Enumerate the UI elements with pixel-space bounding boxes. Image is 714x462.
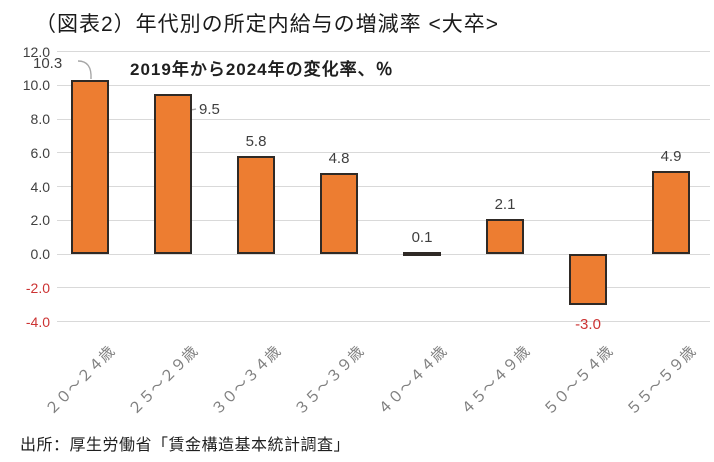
gridline <box>57 287 710 289</box>
bar-value-label: 2.1 <box>494 195 516 213</box>
bar-value-label: 4.8 <box>328 150 350 167</box>
bar-value-label: 10.3 <box>33 55 63 72</box>
bar-value-label: 5.8 <box>245 133 267 151</box>
bar-value-label: 4.9 <box>660 148 682 166</box>
gridline <box>57 321 710 322</box>
category-label: ２０～２４歳 <box>42 343 119 419</box>
bar-value-label: 9.5 <box>199 101 220 118</box>
y-axis-tick-label: 12.0 <box>22 43 50 60</box>
bar-2 <box>237 156 275 254</box>
gridline <box>57 186 710 187</box>
chart-subtitle: 2019年から2024年の変化率、％ <box>130 60 394 79</box>
bar-4 <box>403 252 441 256</box>
category-label: ３０～３４歳 <box>208 343 285 419</box>
bar-value-label: 0.1 <box>411 229 433 246</box>
bar-5 <box>486 218 524 254</box>
category-label: ２５～２９歳 <box>125 343 202 419</box>
gridline <box>57 219 710 221</box>
gridline <box>57 84 710 86</box>
category-label: ４５～４９歳 <box>457 343 534 419</box>
bar-7 <box>652 171 690 254</box>
category-label: ３５～３９歳 <box>291 343 368 419</box>
y-axis-tick-label: 0.0 <box>30 246 50 262</box>
bar-0 <box>71 80 109 254</box>
bar-value-label: -3.0 <box>575 315 601 333</box>
gridline <box>57 51 710 52</box>
y-axis-tick-label: 6.0 <box>30 144 50 161</box>
chart-title: （図表2）年代別の所定内給与の増減率 <大卒> <box>35 13 500 36</box>
bar-1 <box>154 93 192 254</box>
source-note: 出所：厚生労働省「賃金構造基本統計調査」 <box>20 437 351 454</box>
category-label: ５０～５４歳 <box>540 343 617 419</box>
y-axis-tick-label: 2.0 <box>30 212 50 229</box>
y-axis-tick-label: -2.0 <box>25 279 50 296</box>
bar-3 <box>320 173 358 254</box>
y-axis-tick-label: 8.0 <box>30 111 50 127</box>
y-axis-tick-label: 10.0 <box>22 77 50 94</box>
gridline <box>57 152 710 154</box>
y-axis-tick-label: -4.0 <box>25 313 50 330</box>
bar-6 <box>569 254 607 305</box>
y-axis-tick-label: 4.0 <box>30 178 50 195</box>
gridline <box>57 253 710 255</box>
category-label: ５５～５９歳 <box>623 343 700 419</box>
leader-line <box>77 60 92 80</box>
gridline <box>57 118 710 120</box>
category-label: ４０～４４歳 <box>374 343 451 419</box>
